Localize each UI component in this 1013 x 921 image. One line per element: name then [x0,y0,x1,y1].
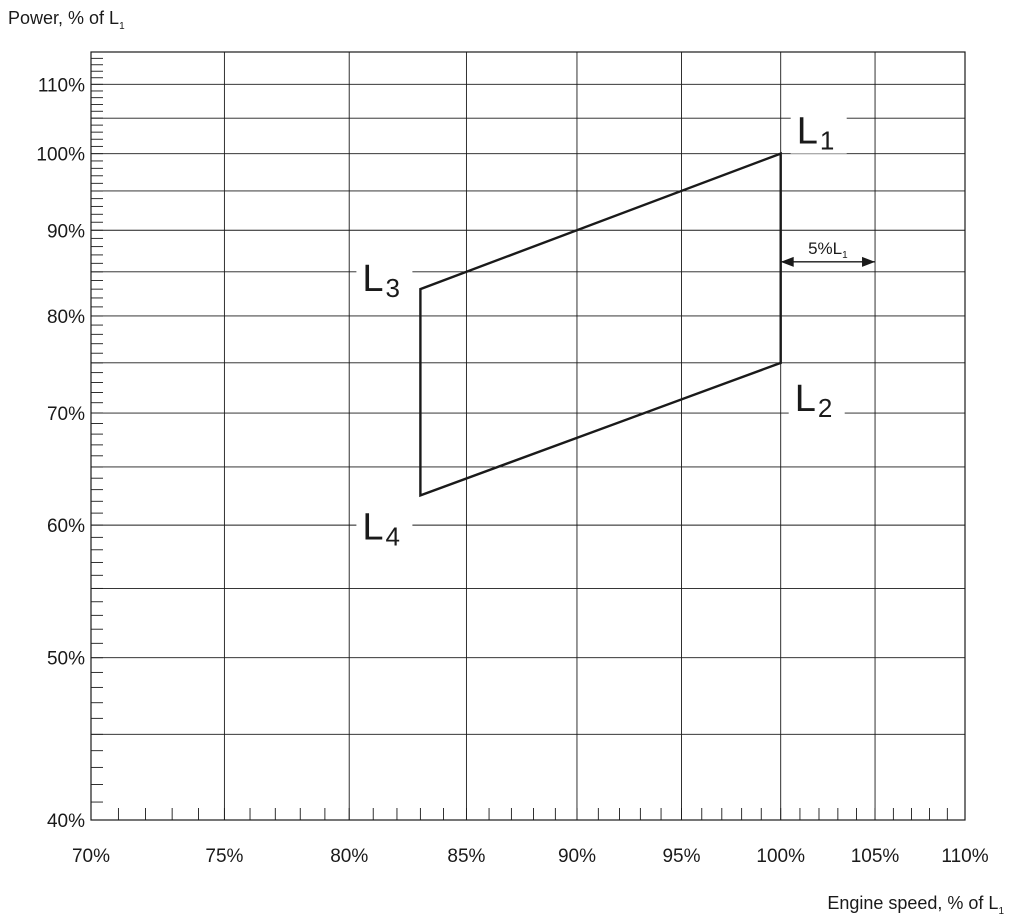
corner-label-subscript: 2 [818,393,832,423]
y-tick-label: 100% [36,145,85,166]
dimension-arrow-left [780,256,794,267]
x-axis-label-subscript: 1 [998,906,1004,917]
corner-label-L3: L3 [362,258,400,303]
y-tick-label: 80% [47,307,85,328]
corner-label-subscript: 4 [386,521,400,551]
y-axis-label-subscript: 1 [119,21,125,32]
grid [90,52,966,821]
layout-boundary-line [419,151,782,498]
y-tick-label: 50% [47,649,85,670]
corner-label-L2: L2 [795,378,833,423]
corner-label-backing [788,372,845,421]
x-tick-labels: 70% 75% 80% 85% 90% 95% 100% 105% 110% [72,846,989,867]
y-tick-label: 70% [47,404,85,425]
layout-area [419,151,782,498]
corner-label-backing [356,253,413,302]
x-tick-label: 95% [662,846,700,867]
x-axis-label: Engine speed, % of L1 [827,893,1004,917]
x-tick-label: 85% [447,846,485,867]
dimension-label: 5%L1 [808,239,848,261]
x-tick-label: 70% [72,846,110,867]
x-tick-label: 100% [756,846,805,867]
y-axis-label: Power, % of L1 [8,8,125,32]
corner-label-backing [356,501,413,550]
x-tick-label: 110% [941,846,988,867]
corner-label-subscript: 3 [386,273,400,303]
annotations: 5%L1 [780,231,876,267]
dimension-label-text: 5%L [808,239,842,258]
corner-label-subscript: 1 [820,126,834,156]
dimension-label-subscript: 1 [842,250,848,261]
y-tick-labels: 40% 50% 60% 70% 80% 90% 100% 110% [36,75,85,832]
dimension-arrow-right [862,256,876,267]
y-tick-label: 40% [47,811,85,832]
corner-label-L1: L1 [797,111,835,156]
annotation-backing [786,231,870,258]
corner-label-letter: L [795,378,816,420]
y-tick-label: 110% [38,75,85,96]
plot-area-frame [90,51,966,821]
x-tick-label: 75% [205,846,243,867]
corner-label-letter: L [797,111,818,153]
corner-label-backing [790,105,847,154]
y-tick-label: 60% [47,516,85,537]
corner-label-letter: L [362,258,383,300]
x-tick-label: 80% [330,846,368,867]
corner-label-L4: L4 [362,506,400,551]
x-tick-label: 105% [851,846,900,867]
corner-label-letter: L [362,506,383,548]
y-tick-label: 90% [47,221,85,242]
x-tick-label: 90% [558,846,596,867]
minor-ticks [91,57,948,820]
